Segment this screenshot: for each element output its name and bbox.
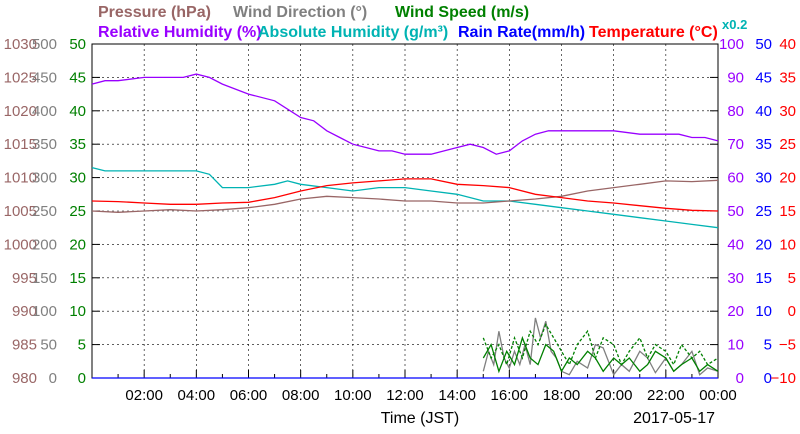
- y-tick-label: 50: [69, 36, 86, 53]
- y-tick-label: 30: [779, 103, 796, 120]
- y-tick-label: 50: [727, 203, 744, 220]
- legend-wind-speed: Wind Speed (m/s): [395, 4, 529, 21]
- y-tick-label: 30: [727, 270, 744, 287]
- y-tick-label: 60: [727, 170, 744, 187]
- y-tick-label: 995: [12, 270, 37, 287]
- y-tick-label: 0: [736, 370, 744, 387]
- y-tick-label: 10: [69, 303, 86, 320]
- y-tick-label: 350: [32, 136, 57, 153]
- series-line-absolute-humidity: [91, 166, 719, 229]
- legend-temperature: Temperature (°C): [589, 24, 718, 41]
- y-tick-label: 70: [727, 136, 744, 153]
- y-tick-label: 25: [779, 136, 796, 153]
- y-tick-label: 20: [755, 236, 772, 253]
- y-tick-label: 980: [12, 370, 37, 387]
- legend: Pressure (hPa) Wind Direction (°) Wind S…: [98, 4, 747, 41]
- x-tick-label: 14:00: [438, 387, 476, 404]
- y-tick-label: 5: [78, 337, 86, 354]
- y-tick-label: 40: [69, 103, 86, 120]
- y-tick-label: 300: [32, 170, 57, 187]
- legend-pressure: Pressure (hPa): [98, 4, 211, 21]
- legend-scale-note: x0.2: [722, 17, 747, 32]
- y-tick-label: 985: [12, 337, 37, 354]
- y-tick-label: 40: [755, 103, 772, 120]
- y-tick-label: 500: [32, 36, 57, 53]
- x-axis-label: Time (JST): [381, 410, 460, 427]
- legend-relative-humidity: Relative Humidity (%): [98, 24, 262, 41]
- y-tick-label: 50: [40, 337, 57, 354]
- x-tick-label: 06:00: [230, 387, 268, 404]
- series-line-wind-speed-gust: [482, 323, 719, 367]
- y-tick-label: 0: [764, 370, 772, 387]
- y-tick-label: 100: [32, 303, 57, 320]
- y-tick-label: 1025: [4, 69, 37, 86]
- y-tick-label: 20: [69, 236, 86, 253]
- y-tick-label: 1020: [4, 103, 37, 120]
- x-tick-label: 22:00: [647, 387, 685, 404]
- y-tick-label: 400: [32, 103, 57, 120]
- series-line-relative-humidity: [91, 73, 719, 155]
- y-tick-label: 450: [32, 69, 57, 86]
- x-tick-label: 10:00: [334, 387, 372, 404]
- x-tick-label: 12:00: [386, 387, 424, 404]
- x-axis: 02:00 04:00 06:00 08:00 10:00 12:00 14:00 16:00…: [117, 370, 737, 404]
- y-tick-label: 1015: [4, 136, 37, 153]
- x-tick-label: 18:00: [543, 387, 581, 404]
- y-tick-label: 25: [755, 203, 772, 220]
- y-tick-label: 15: [69, 270, 86, 287]
- x-tick-label: 20:00: [595, 387, 633, 404]
- series-line-pressure: [91, 179, 719, 213]
- y-tick-label: 1005: [4, 203, 37, 220]
- y-tick-label: 0: [78, 370, 86, 387]
- y-tick-label: 35: [755, 136, 772, 153]
- y-tick-label: 10: [779, 236, 796, 253]
- y-tick-label: 200: [32, 236, 57, 253]
- legend-absolute-humidity: Absolute Humidity (g/m³): [258, 24, 448, 41]
- legend-wind-direction: Wind Direction (°): [233, 4, 367, 21]
- y-tick-label: 35: [779, 69, 796, 86]
- y-tick-label: 40: [779, 36, 796, 53]
- y-tick-label: 45: [755, 69, 772, 86]
- x-tick-label: 02:00: [125, 387, 163, 404]
- y-tick-label: 30: [755, 170, 772, 187]
- y-tick-label: 250: [32, 203, 57, 220]
- y-tick-label: 1000: [4, 236, 37, 253]
- y-tick-label: 0: [788, 303, 796, 320]
- y-tick-label: 15: [755, 270, 772, 287]
- y-axes: 9809859909951000100510101015102010251030…: [4, 36, 796, 387]
- y-tick-label: 5: [788, 270, 796, 287]
- y-tick-label: 20: [727, 303, 744, 320]
- y-tick-label: 1030: [4, 36, 37, 53]
- y-tick-label: 20: [779, 170, 796, 187]
- y-tick-label: 25: [69, 203, 86, 220]
- y-tick-label: 15: [779, 203, 796, 220]
- y-tick-label: 30: [69, 170, 86, 187]
- y-tick-label: 10: [755, 303, 772, 320]
- y-tick-label: 10: [727, 337, 744, 354]
- y-tick-label: 100: [719, 36, 744, 53]
- y-tick-label: −10: [771, 370, 796, 387]
- y-tick-label: 90: [727, 69, 744, 86]
- x-tick-label: 16:00: [491, 387, 529, 404]
- y-tick-label: 0: [49, 370, 57, 387]
- y-tick-label: 1010: [4, 170, 37, 187]
- y-tick-label: 45: [69, 69, 86, 86]
- legend-rain-rate: Rain Rate(mm/h): [458, 24, 585, 41]
- y-tick-label: 5: [764, 337, 772, 354]
- grid: [92, 44, 718, 378]
- x-tick-label: 04:00: [178, 387, 216, 404]
- x-tick-label: 00:00: [699, 387, 737, 404]
- y-tick-label: 990: [12, 303, 37, 320]
- y-tick-label: 150: [32, 270, 57, 287]
- y-tick-label: 50: [755, 36, 772, 53]
- y-tick-label: 35: [69, 136, 86, 153]
- y-tick-label: 80: [727, 103, 744, 120]
- series-line-temperature: [91, 178, 719, 212]
- date-label: 2017-05-17: [633, 410, 715, 427]
- series-group: [91, 73, 719, 379]
- y-tick-label: 40: [727, 236, 744, 253]
- y-tick-label: −5: [779, 337, 796, 354]
- x-tick-label: 08:00: [282, 387, 320, 404]
